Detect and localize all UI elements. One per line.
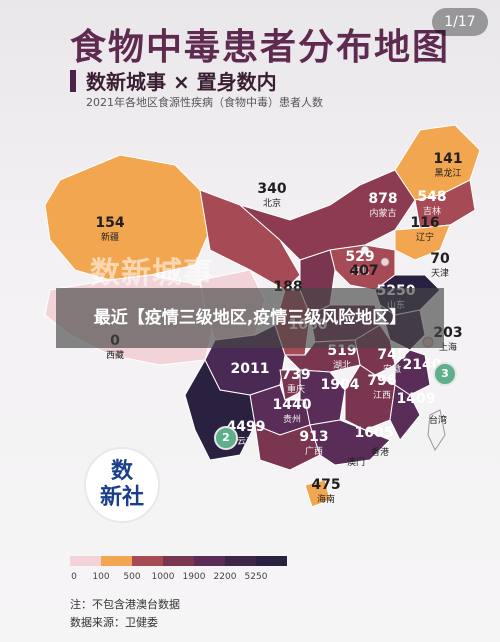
label-heilongjiang: 141 黑龙江	[433, 151, 463, 180]
region-guangdong	[309, 419, 391, 466]
label-407: 407	[349, 263, 379, 279]
label-xinjiang: 154 新疆	[95, 215, 125, 244]
label-hainan: 475 海南	[311, 477, 341, 506]
legend-swatch	[101, 556, 132, 566]
legend-swatch	[256, 556, 287, 566]
region-beijing	[360, 245, 370, 255]
label-taiwan: 台湾	[428, 416, 447, 426]
label-hubei: 519 湖北	[327, 343, 357, 372]
footnote-source: 数据来源：卫健委	[70, 616, 158, 629]
label-1605: 1605	[354, 425, 394, 441]
legend-tick-label: 0	[71, 572, 77, 582]
legend-tick-label: 2200	[213, 572, 237, 582]
legend: 0 100 500 1000 1900 2200 5250	[70, 556, 370, 586]
label-jilin: 548 吉林	[417, 189, 447, 218]
subtitle: 数新城事 × 置身数内	[70, 66, 277, 95]
subtitle-bar	[70, 69, 76, 92]
label-1409: 1409	[396, 391, 436, 407]
label-hebei: 529 河北	[345, 249, 375, 278]
legend-ticks: 0 100 500 1000 1900 2200 5250	[70, 572, 370, 586]
watermark: 数新城事	[90, 256, 214, 291]
region-xinjiang	[44, 154, 211, 281]
label-guangxi: 913 广西	[299, 429, 329, 458]
label-2011: 2011	[230, 361, 270, 377]
rank-badge-icon: 2	[214, 426, 238, 450]
subtitle-text: 数新城事 × 置身数内	[86, 70, 277, 94]
legend-swatch	[163, 556, 194, 566]
overlay-banner[interactable]: 最近【疫情三级地区,疫情三级风险地区】	[56, 288, 444, 348]
label-neimenggu: 878 内蒙古	[368, 191, 398, 220]
legend-tick-label: 5250	[244, 572, 268, 582]
footnotes: 注：不包含港澳台数据 数据来源：卫健委	[70, 596, 180, 632]
region-hainan	[304, 479, 331, 508]
shuxinshe-logo-icon: 数 新社	[84, 447, 160, 523]
rank-badge-icon: 3	[433, 362, 457, 386]
label-hongkong: 香港	[370, 448, 389, 458]
region-fujian	[389, 384, 421, 441]
region-neimenggu	[239, 169, 416, 261]
legend-swatch	[225, 556, 256, 566]
label-beijing: 340 北京	[257, 181, 287, 210]
header: 食物中毒患者分布地图 1/17 数新城事 × 置身数内 2021年各地区食源性疾…	[0, 0, 500, 109]
region-taiwan	[427, 409, 446, 452]
legend-swatch	[70, 556, 101, 566]
label-yunnan: 4499 云南	[226, 419, 266, 448]
logo-text: 数 新社	[99, 459, 144, 510]
legend-tick-label: 1900	[182, 572, 206, 582]
legend-bar	[70, 556, 370, 566]
label-guizhou: 1440 贵州	[272, 397, 312, 426]
image-counter[interactable]: 1/17	[432, 8, 488, 36]
label-chongqing: 739 重庆	[281, 367, 311, 396]
label-anhui: 745 安徽	[377, 347, 407, 376]
banner-text: 最近【疫情三级地区,疫情三级风险地区】	[93, 308, 407, 328]
label-2140: 2140	[402, 357, 442, 373]
legend-tick-label: 1000	[151, 572, 175, 582]
legend-tick-label: 500	[123, 572, 141, 582]
label-tianjin: 70 天津	[430, 251, 450, 280]
label-jiangxi: 796 江西	[367, 373, 397, 402]
page-title: 食物中毒患者分布地图	[70, 27, 451, 68]
chart-note: 2021年各地区食源性疾病（食物中毒）患者人数	[86, 96, 323, 109]
label-macau: 澳门	[346, 458, 365, 468]
legend-swatch	[194, 556, 225, 566]
legend-swatch	[132, 556, 163, 566]
region-tianjin	[380, 257, 390, 267]
legend-tick-label: 100	[92, 572, 110, 582]
footnote-note: 注：不包含港澳台数据	[70, 598, 180, 611]
label-1904: 1904	[320, 377, 360, 393]
label-liaoning: 116 辽宁	[410, 215, 440, 244]
